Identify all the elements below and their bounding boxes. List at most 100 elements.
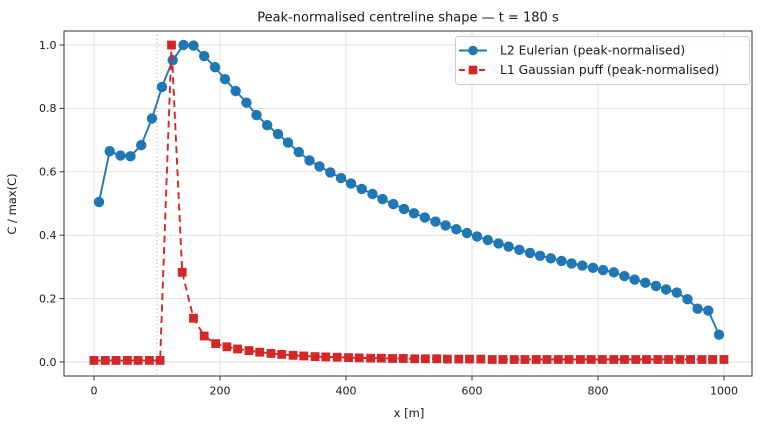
square-marker-icon [299, 351, 309, 361]
circle-marker-icon [451, 224, 462, 235]
square-marker-icon [89, 356, 99, 365]
circle-marker-icon [262, 120, 273, 131]
l2-eulerian-line [98, 44, 720, 336]
circle-marker-icon [230, 85, 241, 97]
circle-marker-icon [545, 253, 556, 264]
square-marker-icon [708, 355, 718, 364]
x-tick-label: 400 [336, 385, 357, 398]
circle-marker-icon [178, 39, 189, 51]
square-marker-icon [244, 346, 254, 355]
circle-marker-icon [640, 277, 651, 288]
circle-marker-icon [304, 155, 315, 166]
square-marker-icon [398, 354, 408, 363]
circle-marker-icon [219, 74, 231, 85]
square-marker-icon [366, 353, 375, 363]
circle-marker-icon [388, 198, 399, 210]
square-marker-icon [520, 355, 530, 364]
square-marker-icon [531, 355, 541, 364]
square-marker-icon [321, 352, 331, 362]
circle-marker-icon [199, 50, 210, 62]
square-marker-icon [509, 355, 519, 364]
legend-label-l1-gaussian-puff: L1 Gaussian puff (peak-normalised) [500, 63, 719, 77]
circle-marker-icon [398, 203, 410, 215]
square-marker-icon [476, 354, 486, 364]
circle-marker-icon [660, 284, 672, 295]
circle-marker-icon [468, 45, 478, 56]
square-marker-icon [344, 353, 353, 362]
square-marker-icon [277, 350, 287, 359]
circle-marker-icon [482, 234, 493, 246]
circle-marker-icon [703, 305, 714, 316]
y-tick-label: 1.0 [39, 39, 57, 52]
square-marker-icon [410, 354, 420, 364]
chart-title: Peak-normalised centreline shape — t = 1… [257, 11, 559, 26]
l1-gaussian-puff-line [94, 44, 724, 362]
square-marker-icon [233, 344, 242, 354]
y-tick-label: 0.2 [39, 292, 57, 305]
circle-marker-icon [115, 150, 126, 161]
square-marker-icon [564, 355, 574, 364]
square-marker-icon [675, 355, 685, 364]
circle-marker-icon [419, 212, 430, 223]
l2-eulerian-markers [93, 39, 725, 340]
circle-marker-icon [188, 40, 199, 51]
circle-marker-icon [534, 250, 546, 261]
l1-gaussian-puff-markers [89, 40, 729, 365]
circle-marker-icon [367, 188, 378, 200]
square-marker-icon [211, 339, 220, 348]
x-tick-label: 800 [588, 385, 609, 398]
x-tick-label: 200 [209, 385, 230, 398]
circle-marker-icon [209, 61, 221, 73]
tick-labels: 0 200 400 600 800 1000 0.0 0.2 0.4 0.6 0.8 1.0 [39, 39, 738, 398]
circle-marker-icon [125, 151, 136, 162]
circle-marker-icon [503, 241, 514, 252]
square-marker-icon [664, 355, 673, 364]
square-marker-icon [133, 356, 143, 365]
square-marker-icon [222, 342, 232, 352]
square-marker-icon [454, 354, 464, 364]
square-marker-icon [199, 331, 209, 341]
circle-marker-icon [345, 178, 357, 189]
circle-marker-icon [156, 81, 168, 93]
circle-marker-icon [136, 140, 147, 151]
circle-marker-icon [671, 287, 682, 298]
x-tick-label: 0 [90, 385, 97, 398]
square-marker-icon [376, 353, 386, 363]
x-tick-label: 600 [462, 385, 483, 398]
circle-marker-icon [293, 146, 304, 158]
circle-marker-icon [619, 270, 630, 282]
legend-sample-l1-gaussian-puff [459, 65, 487, 75]
square-marker-icon [468, 65, 478, 75]
y-axis-label: C / max(C) [5, 173, 19, 234]
circle-marker-icon [461, 227, 473, 239]
square-marker-icon [288, 350, 298, 360]
circle-marker-icon [282, 137, 294, 148]
square-marker-icon [465, 354, 474, 364]
circle-marker-icon [430, 216, 441, 227]
circle-marker-icon [566, 258, 577, 269]
circle-marker-icon [440, 220, 451, 231]
y-tick-label: 0.8 [39, 102, 57, 115]
square-marker-icon [686, 355, 695, 364]
circle-marker-icon [471, 231, 483, 242]
circle-marker-icon [629, 274, 640, 285]
circle-marker-icon [335, 172, 347, 184]
axes-box [63, 30, 753, 377]
square-marker-icon [620, 355, 629, 364]
square-marker-icon [443, 354, 452, 364]
circle-marker-icon [597, 264, 609, 276]
square-marker-icon [310, 352, 320, 361]
square-marker-icon [598, 355, 607, 364]
square-marker-icon [653, 355, 663, 364]
circle-marker-icon [608, 267, 619, 278]
circle-marker-icon [241, 97, 252, 108]
square-marker-icon [100, 356, 110, 365]
circle-marker-icon [577, 260, 588, 271]
circle-marker-icon [514, 244, 525, 255]
square-marker-icon [642, 355, 651, 364]
square-marker-icon [189, 313, 198, 323]
square-marker-icon [586, 355, 596, 364]
circle-marker-icon [93, 196, 105, 208]
circle-marker-icon [650, 280, 662, 292]
circle-marker-icon [314, 161, 325, 172]
